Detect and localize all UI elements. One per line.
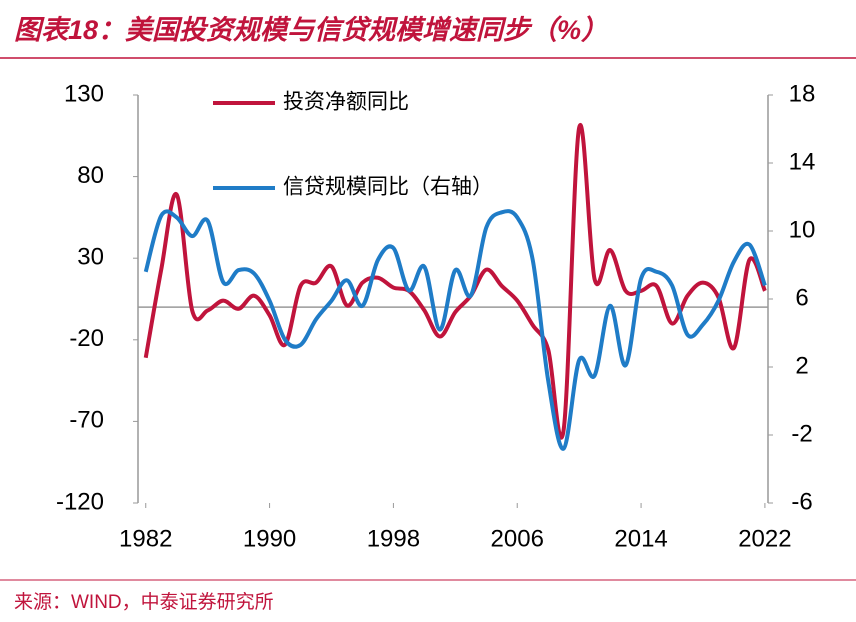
y-tick-label: -70 (69, 407, 104, 434)
y2-tick-label: 6 (795, 284, 808, 311)
x-tick-label: 1998 (367, 525, 420, 552)
x-tick-label: 2014 (614, 525, 667, 552)
x-tick-label: 2006 (491, 525, 544, 552)
y-tick-label: -120 (56, 488, 104, 515)
series-line (143, 209, 767, 451)
y2-tick-label: 2 (795, 352, 808, 379)
source: 来源：WIND，中泰证券研究所 (14, 591, 274, 613)
legend-label: 投资净额同比 (283, 91, 409, 114)
y2-tick-label: 18 (789, 80, 816, 107)
y-tick-label: -20 (69, 325, 104, 352)
y-tick-label: 30 (77, 244, 104, 271)
y2-tick-label: -2 (791, 420, 812, 447)
legend-label: 信贷规模同比（右轴） (283, 176, 493, 199)
x-tick-label: 2022 (738, 525, 791, 552)
y2-tick-label: -6 (791, 488, 812, 515)
x-tick-label: 1982 (119, 525, 172, 552)
y-tick-label: 130 (64, 80, 104, 107)
chart-title: 图表18：美国投资规模与信贷规模增速同步（%） (14, 15, 608, 45)
y2-tick-label: 14 (789, 148, 816, 175)
y2-tick-label: 10 (789, 216, 816, 243)
y-tick-label: 80 (77, 162, 104, 189)
x-tick-label: 1990 (243, 525, 296, 552)
